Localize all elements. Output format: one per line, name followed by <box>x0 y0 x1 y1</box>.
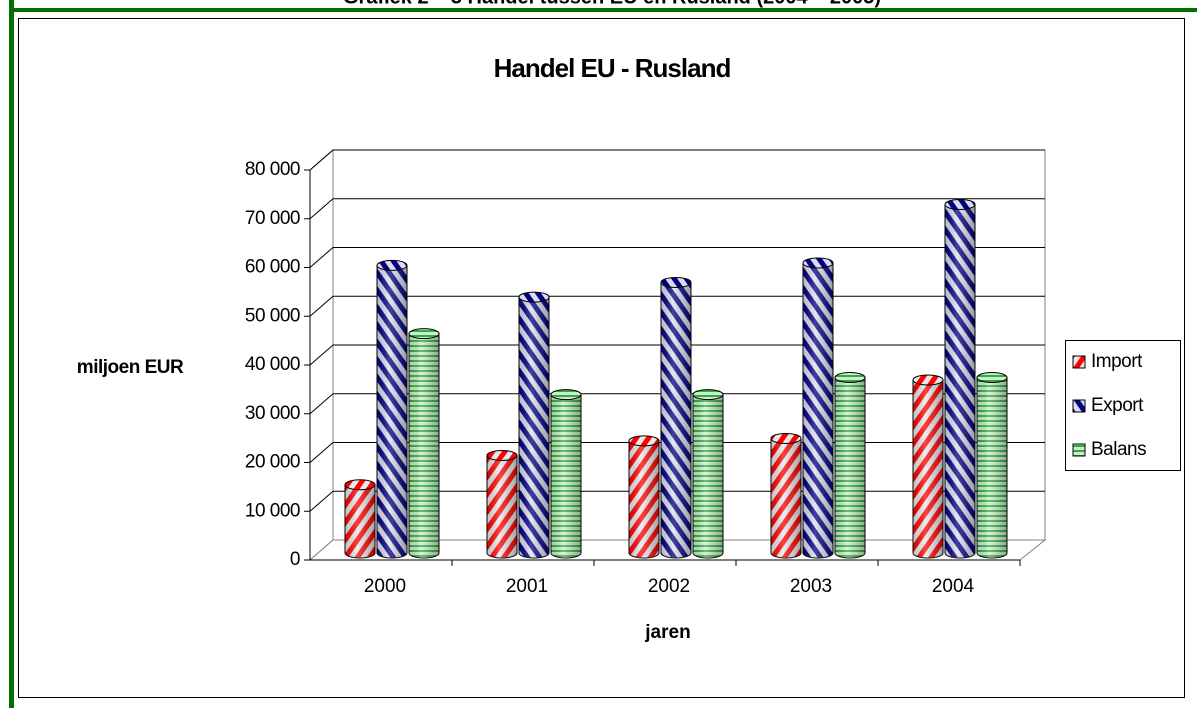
bar-shade <box>519 297 549 558</box>
bar-shade <box>629 440 659 558</box>
bar-shade <box>345 484 375 558</box>
bar-top <box>518 291 550 303</box>
bar-shade <box>913 379 943 558</box>
y-tick-label: 10 000 <box>245 500 300 521</box>
bar-shade <box>661 282 691 558</box>
bar-shade <box>771 438 801 558</box>
bar-top <box>408 328 440 340</box>
bar-shade <box>977 377 1007 558</box>
bar-shade <box>487 455 517 558</box>
bar-shade <box>409 333 439 558</box>
chart-title: Handel EU - Rusland <box>494 53 731 83</box>
bar-top <box>660 276 692 288</box>
caption: Grafiek 2 – 3 Handel tussen EU en Ruslan… <box>343 0 881 8</box>
grid-line <box>309 247 1045 268</box>
bar-top <box>376 259 408 271</box>
bar-top <box>976 372 1008 383</box>
bar-shade <box>377 265 407 558</box>
x-tick-label: 2002 <box>648 576 690 597</box>
legend-label: Import <box>1091 351 1143 372</box>
bar-top <box>770 432 802 444</box>
legend-label: Balans <box>1091 439 1146 460</box>
y-tick-label: 70 000 <box>245 208 300 229</box>
bar-top <box>802 257 834 269</box>
bar-shade <box>803 262 833 558</box>
x-tick-label: 2000 <box>364 576 406 597</box>
y-tick-label: 80 000 <box>245 159 300 180</box>
legend-swatch <box>1072 399 1086 413</box>
y-axis-title: miljoen EUR <box>77 357 184 378</box>
grid-line <box>309 198 1045 220</box>
bar-top <box>834 372 866 383</box>
page-border <box>9 0 14 708</box>
bar-top <box>628 435 660 447</box>
legend-label: Export <box>1091 395 1144 416</box>
y-tick-label: 0 <box>290 549 300 570</box>
bar-shade <box>551 394 581 558</box>
bar-shade <box>835 377 865 558</box>
y-tick-label: 30 000 <box>245 403 300 424</box>
legend-swatch <box>1072 443 1086 457</box>
bar-top <box>486 450 518 461</box>
y-tick-label: 20 000 <box>245 452 300 473</box>
bar-shade <box>693 394 723 558</box>
legend-swatch <box>1072 355 1086 369</box>
bar-shade <box>945 204 975 558</box>
bar-top <box>944 198 976 210</box>
x-tick-label: 2001 <box>506 576 548 597</box>
bar-top <box>550 389 582 401</box>
page-border <box>9 8 1197 12</box>
x-axis-title: jaren <box>644 622 690 643</box>
grid-line <box>309 149 1045 171</box>
y-tick-label: 40 000 <box>245 354 300 375</box>
x-tick-label: 2004 <box>932 576 975 597</box>
bar-top <box>912 374 944 386</box>
y-tick-label: 50 000 <box>245 305 300 326</box>
y-tick-label: 60 000 <box>245 257 300 278</box>
bar-top <box>344 479 376 491</box>
bar-top <box>692 389 724 401</box>
x-tick-label: 2003 <box>790 576 832 597</box>
